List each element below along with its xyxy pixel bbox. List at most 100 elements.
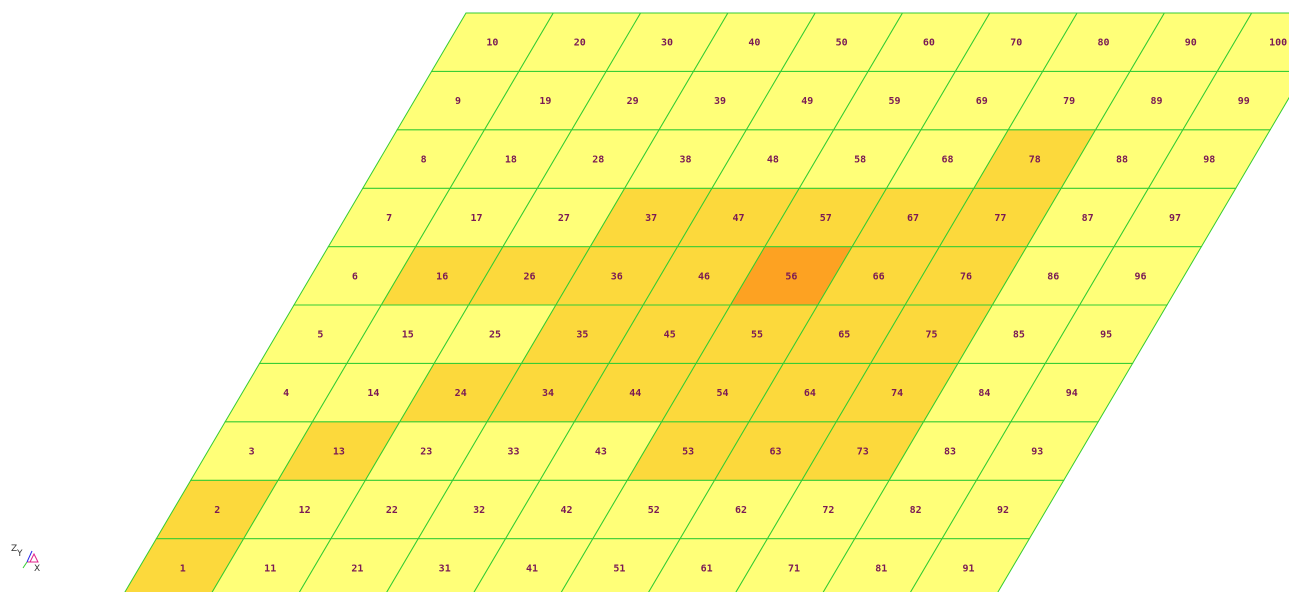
element-number-label: 96 bbox=[1134, 271, 1146, 282]
element-number-label: 28 bbox=[592, 155, 604, 166]
element-number-label: 15 bbox=[402, 330, 414, 341]
element-number-label: 81 bbox=[875, 563, 887, 574]
element-number-label: 93 bbox=[1031, 447, 1043, 458]
element-number-label: 33 bbox=[507, 447, 519, 458]
element-number-label: 43 bbox=[595, 447, 607, 458]
element-number-label: 80 bbox=[1097, 38, 1109, 49]
element-number-label: 44 bbox=[629, 388, 641, 399]
element-number-label: 12 bbox=[299, 505, 311, 516]
y-axis-label: Y bbox=[16, 549, 23, 559]
element-number-label: 34 bbox=[542, 388, 554, 399]
element-number-label: 6 bbox=[352, 271, 358, 282]
element-number-label: 36 bbox=[611, 271, 623, 282]
element-number-label: 5 bbox=[317, 330, 323, 341]
element-number-label: 22 bbox=[386, 505, 398, 516]
triad-plane-icon bbox=[29, 552, 39, 563]
element-number-label: 86 bbox=[1047, 271, 1059, 282]
element-number-label: 79 bbox=[1063, 96, 1075, 107]
element-number-label: 32 bbox=[473, 505, 485, 516]
element-number-label: 85 bbox=[1013, 330, 1025, 341]
element-number-label: 62 bbox=[735, 505, 747, 516]
element-number-label: 97 bbox=[1169, 213, 1181, 224]
element-number-label: 71 bbox=[788, 563, 800, 574]
element-number-label: 100 bbox=[1269, 38, 1287, 49]
element-number-label: 38 bbox=[679, 155, 691, 166]
element-number-label: 57 bbox=[820, 213, 832, 224]
element-number-label: 75 bbox=[925, 330, 937, 341]
element-number-label: 4 bbox=[283, 388, 289, 399]
element-number-label: 20 bbox=[574, 38, 586, 49]
element-number-label: 70 bbox=[1010, 38, 1022, 49]
element-number-label: 49 bbox=[801, 96, 813, 107]
element-number-label: 92 bbox=[997, 505, 1009, 516]
element-number-label: 48 bbox=[767, 155, 779, 166]
element-number-label: 47 bbox=[732, 213, 744, 224]
element-number-label: 16 bbox=[436, 271, 448, 282]
mesh-element bbox=[1216, 12, 1289, 72]
element-number-label: 27 bbox=[558, 213, 570, 224]
element-number-label: 18 bbox=[505, 155, 517, 166]
element-number-label: 84 bbox=[978, 388, 990, 399]
element-number-label: 26 bbox=[523, 271, 535, 282]
element-number-label: 30 bbox=[661, 38, 673, 49]
element-number-label: 19 bbox=[539, 96, 551, 107]
element-number-label: 64 bbox=[804, 388, 816, 399]
element-number-label: 59 bbox=[888, 96, 900, 107]
element-number-label: 25 bbox=[489, 330, 501, 341]
element-number-label: 61 bbox=[701, 563, 713, 574]
element-number-label: 74 bbox=[891, 388, 903, 399]
element-number-label: 66 bbox=[873, 271, 885, 282]
element-number-label: 31 bbox=[439, 563, 451, 574]
element-number-label: 51 bbox=[613, 563, 625, 574]
element-number-label: 14 bbox=[367, 388, 379, 399]
element-number-label: 82 bbox=[910, 505, 922, 516]
element-number-label: 9 bbox=[455, 96, 461, 107]
element-number-label: 42 bbox=[560, 505, 572, 516]
element-number-label: 98 bbox=[1203, 155, 1215, 166]
element-number-label: 73 bbox=[857, 447, 869, 458]
element-number-label: 56 bbox=[785, 271, 797, 282]
element-number-label: 11 bbox=[264, 563, 276, 574]
element-number-label: 39 bbox=[714, 96, 726, 107]
element-number-label: 77 bbox=[994, 213, 1006, 224]
element-number-label: 63 bbox=[769, 447, 781, 458]
mesh-cells bbox=[124, 12, 1289, 592]
element-number-label: 68 bbox=[941, 155, 953, 166]
element-number-label: 94 bbox=[1066, 388, 1078, 399]
element-number-label: 45 bbox=[664, 330, 676, 341]
element-number-label: 8 bbox=[421, 155, 427, 166]
mesh-element-labels: 1 11 21 31 41 51 61 71 81 912 12 22 32 42 52 62 72 82 923 1… bbox=[180, 38, 1287, 575]
element-number-label: 55 bbox=[751, 330, 763, 341]
element-number-label: 58 bbox=[854, 155, 866, 166]
element-number-label: 35 bbox=[576, 330, 588, 341]
z-axis-line bbox=[26, 550, 33, 563]
element-number-label: 2 bbox=[214, 505, 220, 516]
element-number-label: 88 bbox=[1116, 155, 1128, 166]
element-number-label: 54 bbox=[716, 388, 728, 399]
element-number-label: 67 bbox=[907, 213, 919, 224]
mesh-element bbox=[1182, 70, 1289, 131]
element-number-label: 24 bbox=[455, 388, 467, 399]
x-axis-label: X bbox=[34, 564, 40, 574]
element-number-label: 41 bbox=[526, 563, 538, 574]
axis-triad-icon: Z Y X bbox=[11, 544, 40, 574]
element-number-label: 89 bbox=[1150, 96, 1162, 107]
element-number-label: 7 bbox=[386, 213, 392, 224]
element-number-label: 13 bbox=[333, 447, 345, 458]
element-number-label: 29 bbox=[627, 96, 639, 107]
element-number-label: 40 bbox=[748, 38, 760, 49]
element-number-label: 83 bbox=[944, 447, 956, 458]
element-number-label: 90 bbox=[1185, 38, 1197, 49]
element-number-label: 23 bbox=[420, 447, 432, 458]
element-number-label: 78 bbox=[1029, 155, 1041, 166]
z-axis-label: Z bbox=[11, 544, 17, 554]
element-number-label: 1 bbox=[180, 563, 186, 574]
element-number-label: 69 bbox=[976, 96, 988, 107]
element-number-label: 3 bbox=[249, 447, 255, 458]
element-number-label: 95 bbox=[1100, 330, 1112, 341]
element-number-label: 37 bbox=[645, 213, 657, 224]
element-number-label: 46 bbox=[698, 271, 710, 282]
element-number-label: 99 bbox=[1238, 96, 1250, 107]
element-number-label: 87 bbox=[1082, 213, 1094, 224]
